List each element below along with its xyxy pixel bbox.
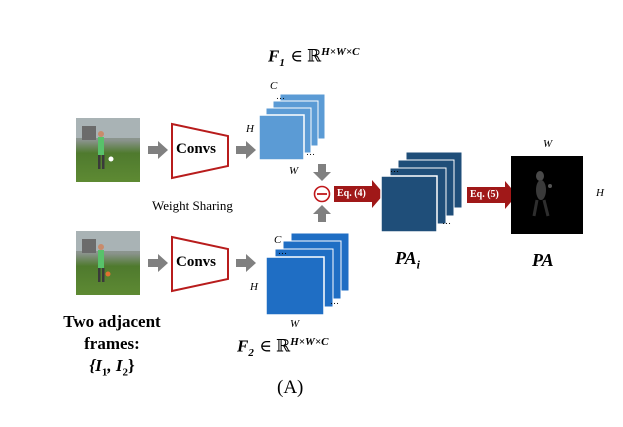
pai-feature-stack	[380, 151, 463, 233]
two-frames-line3: {I1, I2}	[48, 355, 176, 383]
arrow-conv1-to-f1	[236, 141, 256, 159]
f1-symbol: F	[268, 46, 280, 66]
set-sub1: 1	[101, 366, 108, 379]
two-frames-line1: Two adjacent	[63, 312, 161, 331]
f1-dim-c: C	[270, 80, 278, 92]
f2-formula: F2 ∈ ℝH×W×C	[237, 336, 328, 359]
eq5-label: Eq. (5)	[470, 189, 499, 200]
pai-dots-bottom: …	[442, 216, 451, 226]
f1-formula: F1 ∈ ℝH×W×C	[268, 46, 359, 69]
set-sep: , I	[107, 356, 123, 375]
set-close: }	[127, 356, 135, 375]
arrow-frame2-to-conv	[148, 254, 168, 272]
f1-dots-bottom: …	[306, 147, 315, 157]
eq4-arrow	[334, 180, 384, 208]
f2-subscript: 2	[248, 347, 254, 360]
conv-block-top	[171, 122, 229, 180]
pai-subscript: i	[416, 257, 421, 272]
two-frames-caption: Two adjacent frames: {I1, I2}	[48, 311, 176, 383]
two-frames-line2: frames:	[84, 334, 140, 353]
pai-symbol: PA	[395, 248, 417, 268]
f2-dim-w: W	[290, 318, 300, 330]
eq5-arrow	[467, 181, 517, 209]
f2-dots-bottom: …	[330, 296, 339, 306]
f1-feature-stack	[258, 93, 326, 161]
f2-relation: ∈ ℝ	[259, 336, 291, 356]
f2-dim-c: C	[274, 234, 282, 246]
f2-superscript: H×W×C	[290, 336, 329, 348]
pai-dots-top: …	[390, 164, 399, 174]
conv-block-bottom	[171, 235, 229, 293]
arrow-frame1-to-conv	[148, 141, 168, 159]
conv-label-top: Convs	[176, 141, 217, 157]
set-sub2: 2	[122, 366, 128, 379]
f1-dots-top: …	[276, 91, 285, 101]
weight-sharing-label: Weight Sharing	[152, 198, 233, 213]
eq4-label: Eq. (4)	[337, 188, 366, 199]
f1-subscript: 1	[279, 57, 285, 70]
f2-symbol: F	[237, 336, 249, 356]
pa-dim-h: H	[596, 187, 604, 199]
pa-label: PA	[532, 250, 554, 270]
f1-dim-h: H	[246, 123, 254, 135]
pa-output-map	[511, 156, 583, 234]
arrow-f2-up	[313, 205, 331, 222]
arrow-conv2-to-f2	[236, 254, 256, 272]
conv-label-bottom: Convs	[176, 254, 217, 270]
frame-image-1	[76, 118, 140, 182]
figure-caption: (A)	[277, 377, 304, 398]
pai-label: PAi	[395, 248, 420, 273]
pa-dim-w: W	[543, 138, 553, 150]
f2-dots-top: …	[278, 246, 287, 256]
f1-dim-w: W	[289, 165, 299, 177]
f1-relation: ∈ ℝ	[290, 46, 322, 66]
f2-feature-stack	[265, 232, 350, 316]
set-open: {I	[89, 356, 102, 375]
frame-image-2	[76, 231, 140, 295]
arrow-f1-down	[313, 164, 331, 181]
f1-superscript: H×W×C	[321, 46, 360, 58]
f2-dim-h: H	[250, 281, 258, 293]
